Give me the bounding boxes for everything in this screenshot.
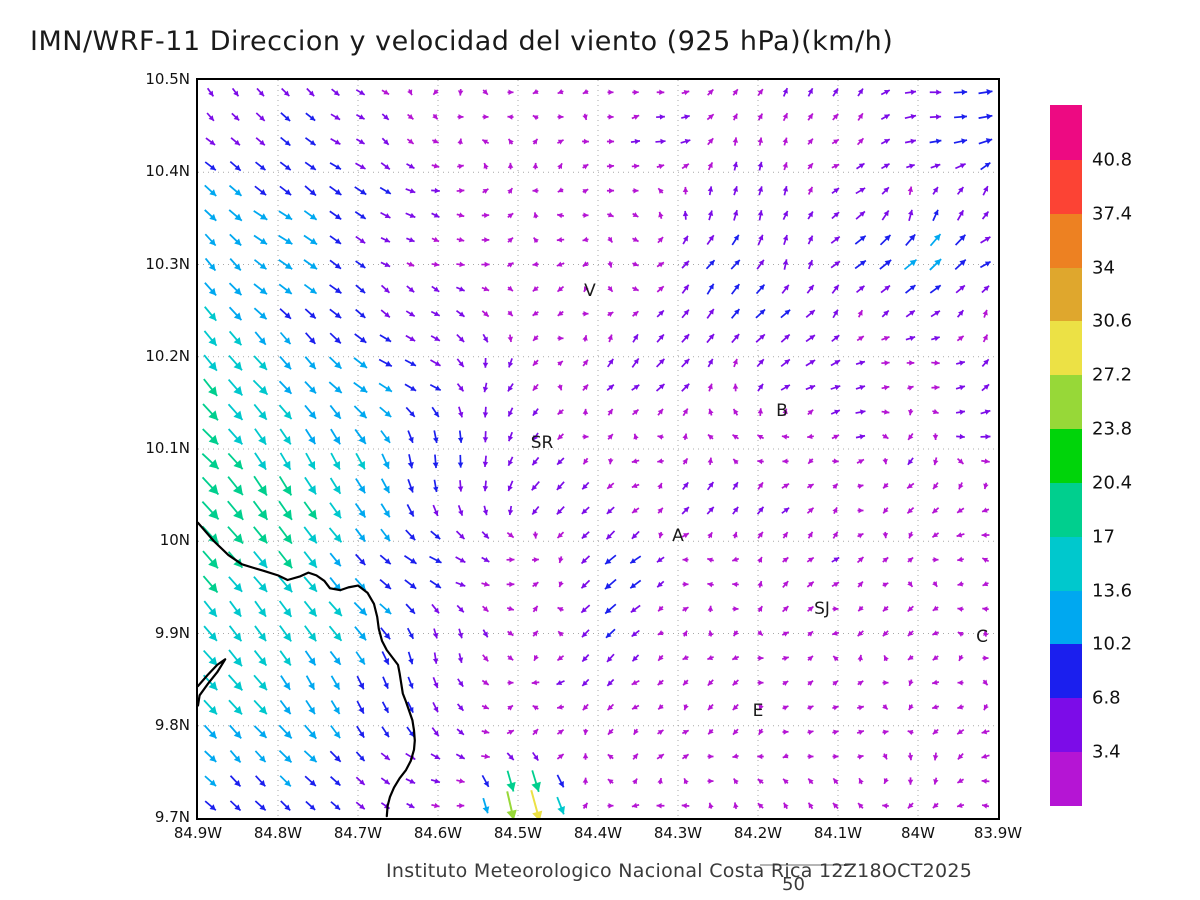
colorbar-tick-label: 37.4 <box>1092 203 1133 225</box>
station-label-c: C <box>976 627 988 648</box>
colorbar-band <box>1050 751 1082 806</box>
station-label-v: V <box>584 281 596 302</box>
colorbar-band <box>1050 320 1082 376</box>
y-tick-label: 10.2N <box>145 346 190 365</box>
station-label-a: A <box>672 525 684 546</box>
y-tick-label: 10.4N <box>145 162 190 181</box>
colorbar-band <box>1050 697 1082 753</box>
x-tick-label: 84.4W <box>573 824 623 842</box>
x-tick-label: 84.2W <box>733 824 783 842</box>
x-tick-label: 84.9W <box>173 824 223 842</box>
x-tick-label: 84.1W <box>813 824 863 842</box>
colorbar-band <box>1050 105 1082 160</box>
colorbar-band <box>1050 374 1082 430</box>
station-label-sr: SR <box>530 433 554 454</box>
footer-credit: Instituto Meteorologico Nacional Costa R… <box>386 860 973 882</box>
x-tick-label: 83.9W <box>973 824 1023 842</box>
colorbar-tick-label: 13.6 <box>1092 580 1133 602</box>
colorbar-tick-label: 17 <box>1092 526 1115 548</box>
gridlines <box>198 80 998 818</box>
station-label-e: E <box>752 700 764 721</box>
colorbar-tick-label: 6.8 <box>1092 687 1121 709</box>
coastline-peninsula <box>198 658 227 707</box>
plot-inner <box>198 80 998 818</box>
y-tick-label: 9.9N <box>154 623 190 642</box>
colorbar-band <box>1050 428 1082 483</box>
coastline-main <box>198 521 416 818</box>
colorbar-tick-label: 10.2 <box>1092 633 1133 655</box>
wind-arrows <box>201 87 993 818</box>
reference-vector-label: 50 <box>782 874 805 895</box>
x-tick-label: 84.5W <box>493 824 543 842</box>
y-tick-label: 10.1N <box>145 439 190 457</box>
y-tick-label: 10N <box>159 531 190 550</box>
colorbar-tick-label: 20.4 <box>1092 472 1133 494</box>
colorbar-tick-label: 3.4 <box>1092 741 1121 763</box>
x-tick-label: 84W <box>901 824 935 842</box>
colorbar-tick-label: 40.8 <box>1092 149 1133 171</box>
x-tick-label: 84.3W <box>653 824 703 842</box>
colorbar-tick-label: 34 <box>1092 257 1115 279</box>
colorbar-band <box>1050 266 1082 322</box>
wind-vector-field <box>198 80 998 818</box>
x-tick-label: 84.7W <box>333 824 383 842</box>
colorbar-tick-label: 27.2 <box>1092 364 1133 386</box>
colorbar-tick-label: 30.6 <box>1092 310 1133 332</box>
colorbar-tick-label: 23.8 <box>1092 418 1133 440</box>
plot-area <box>196 78 1000 820</box>
y-tick-label: 10.5N <box>145 70 190 88</box>
colorbar-band <box>1050 590 1082 645</box>
x-tick-label: 84.6W <box>413 824 463 842</box>
page-title: IMN/WRF-11 Direccion y velocidad del vie… <box>30 26 894 57</box>
colorbar <box>1050 105 1082 806</box>
y-tick-label: 10.3N <box>145 254 190 273</box>
station-label-sj: SJ <box>814 599 830 620</box>
colorbar-band <box>1050 159 1082 214</box>
station-label-b: B <box>776 401 788 422</box>
colorbar-band <box>1050 643 1082 699</box>
y-tick-label: 9.7N <box>154 808 190 826</box>
x-tick-label: 84.8W <box>253 824 303 842</box>
colorbar-band <box>1050 536 1082 591</box>
colorbar-band <box>1050 482 1082 537</box>
y-tick-label: 9.8N <box>154 715 190 734</box>
reference-vector <box>760 864 852 866</box>
colorbar-band <box>1050 213 1082 268</box>
